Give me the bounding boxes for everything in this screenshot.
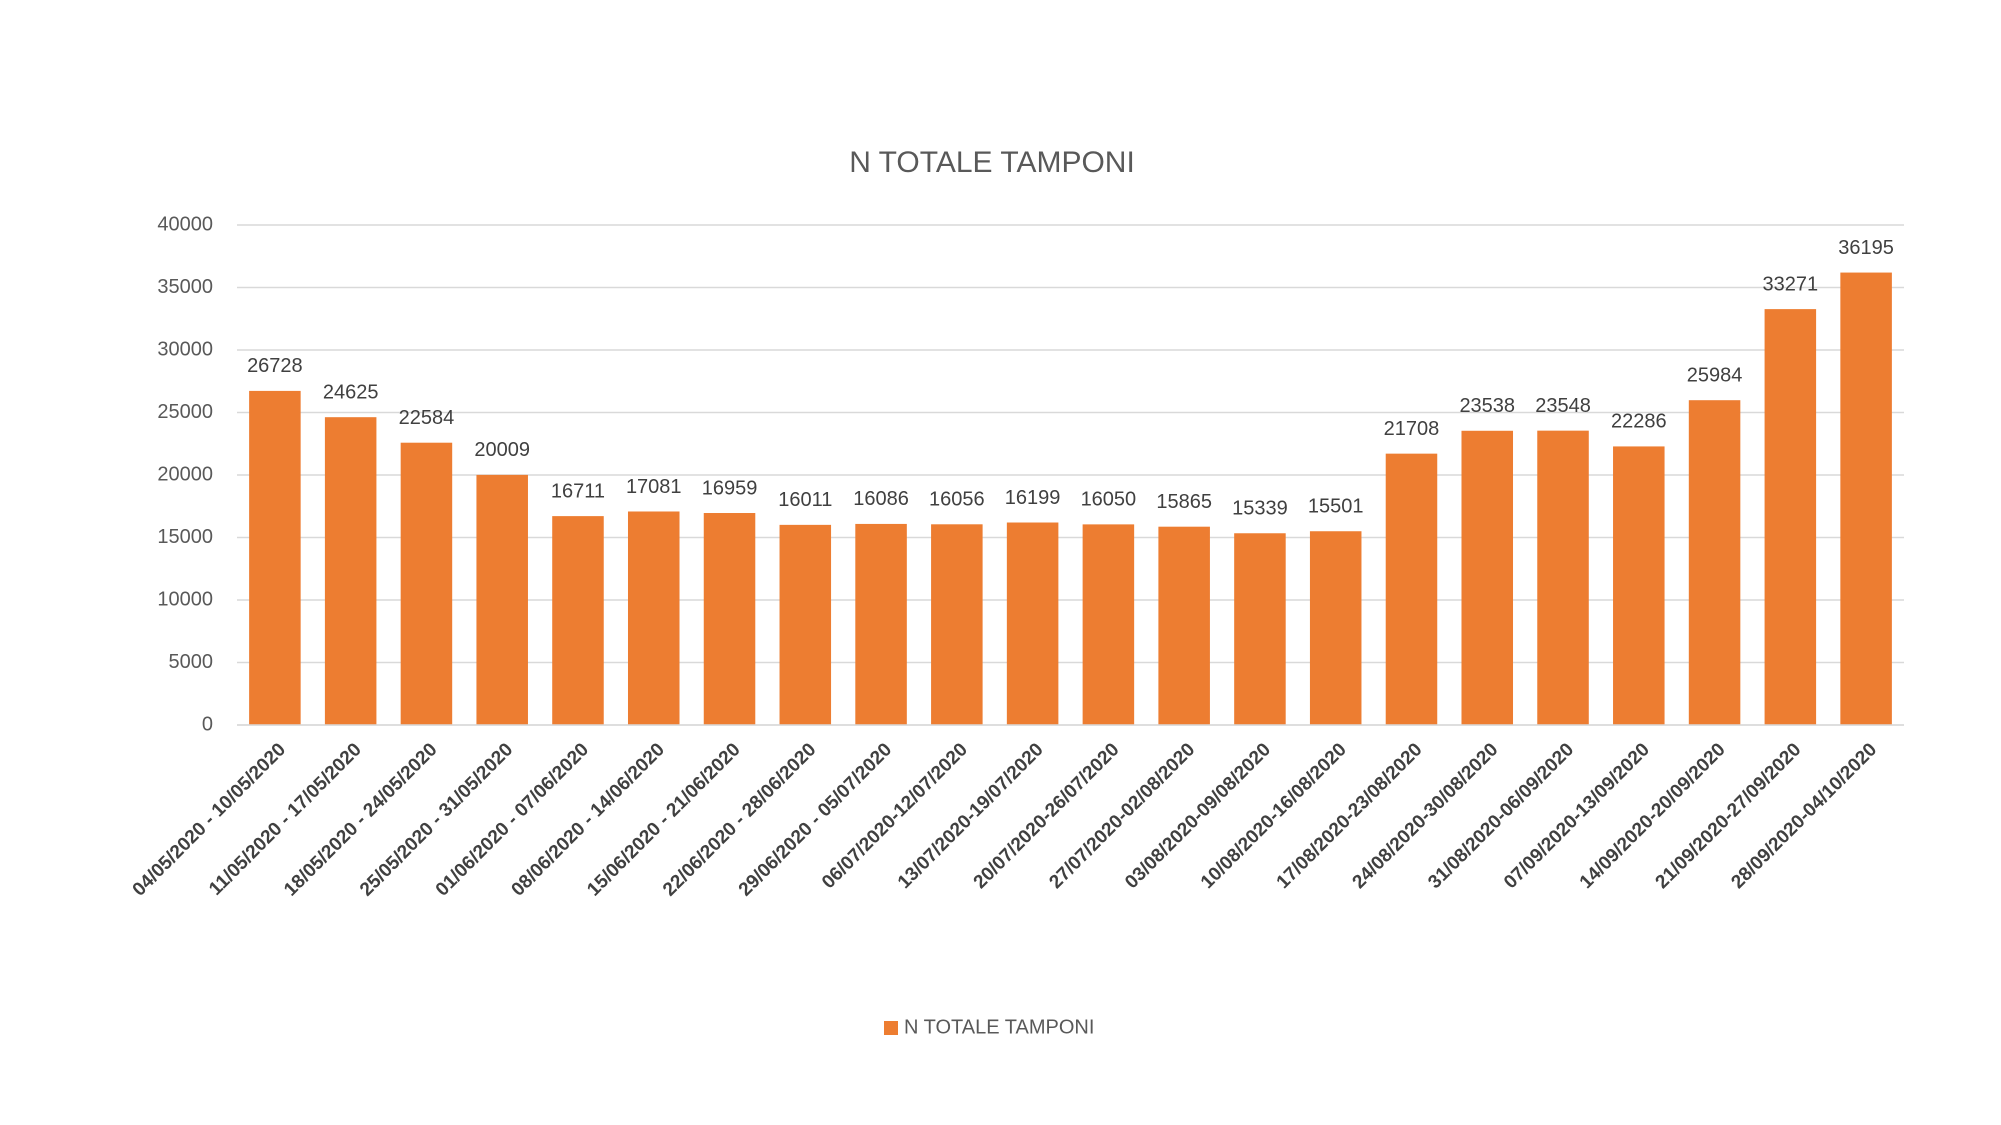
x-tick-label: 15/06/2020 - 21/06/2020	[583, 739, 744, 900]
x-tick-label: 29/06/2020 - 05/07/2020	[735, 739, 896, 900]
data-label: 16199	[1005, 487, 1061, 509]
x-tick-label: 01/06/2020 - 07/06/2020	[432, 739, 593, 900]
y-tick-label: 35000	[157, 276, 213, 298]
bar	[1461, 430, 1514, 725]
y-tick-label: 25000	[157, 401, 213, 423]
data-label: 17081	[626, 476, 682, 498]
data-label: 33271	[1763, 273, 1819, 295]
bar	[1840, 272, 1892, 725]
y-tick-label: 20000	[157, 463, 213, 485]
data-label: 23548	[1535, 395, 1591, 417]
bar	[931, 524, 983, 725]
y-tick-label: 10000	[157, 588, 213, 610]
x-tick-label: 18/05/2020 - 24/05/2020	[280, 739, 441, 900]
legend-label: N TOTALE TAMPONI	[904, 1016, 1094, 1038]
data-label: 22584	[399, 407, 455, 429]
bar	[779, 524, 832, 725]
data-label: 16086	[853, 488, 909, 510]
x-tick-label: 04/05/2020 - 10/05/2020	[129, 739, 290, 900]
bar	[1613, 446, 1665, 725]
bar	[1006, 522, 1059, 725]
x-tick-label: 08/06/2020 - 14/06/2020	[508, 739, 669, 900]
x-tick-label: 11/05/2020 - 17/05/2020	[205, 739, 366, 900]
data-label: 16959	[702, 477, 758, 499]
y-tick-label: 30000	[157, 338, 213, 360]
data-label: 20009	[474, 439, 530, 461]
data-label: 15865	[1156, 491, 1212, 513]
data-label: 16011	[778, 489, 832, 511]
x-tick-label: 24/08/2020-30/08/2020	[1349, 739, 1503, 893]
data-label: 26728	[247, 355, 303, 377]
x-tick-label: 27/07/2020-02/08/2020	[1045, 739, 1199, 893]
bar	[476, 474, 528, 725]
bar	[1764, 309, 1817, 725]
bar	[249, 390, 301, 725]
bar	[1385, 453, 1438, 725]
x-tick-label: 28/09/2020-04/10/2020	[1727, 739, 1881, 893]
x-tick-label: 25/05/2020 - 31/05/2020	[356, 739, 517, 900]
bar	[324, 417, 377, 725]
bar	[1082, 524, 1135, 725]
data-label: 21708	[1384, 418, 1440, 440]
bar	[1234, 533, 1286, 725]
data-label: 23538	[1459, 395, 1515, 417]
bar	[627, 511, 680, 725]
data-label: 16050	[1081, 489, 1137, 511]
x-tick-label: 31/08/2020-06/09/2020	[1424, 739, 1578, 893]
bar	[855, 523, 907, 725]
x-tick-label: 22/06/2020 - 28/06/2020	[659, 739, 820, 900]
x-tick-label: 13/07/2020-19/07/2020	[894, 739, 1048, 893]
bar	[400, 442, 453, 725]
data-label: 16711	[551, 480, 605, 502]
chart-title: N TOTALE TAMPONI	[849, 146, 1135, 179]
bar	[1158, 526, 1210, 725]
bar	[552, 516, 604, 725]
x-tick-label: 06/07/2020-12/07/2020	[818, 739, 972, 893]
data-label: 22286	[1611, 411, 1667, 433]
x-tick-label: 07/09/2020-13/09/2020	[1500, 739, 1654, 893]
bar	[1688, 400, 1741, 725]
y-tick-label: 5000	[169, 651, 214, 673]
x-tick-label: 14/09/2020-20/09/2020	[1576, 739, 1730, 893]
x-tick-label: 17/08/2020-23/08/2020	[1273, 739, 1427, 893]
data-label: 15339	[1232, 498, 1288, 520]
x-tick-label: 20/07/2020-26/07/2020	[970, 739, 1124, 893]
y-tick-label: 0	[202, 713, 213, 735]
x-tick-label: 03/08/2020-09/08/2020	[1121, 739, 1275, 893]
data-label: 36195	[1838, 237, 1894, 259]
x-tick-label: 21/09/2020-27/09/2020	[1652, 739, 1806, 893]
bar	[703, 513, 756, 725]
data-label: 24625	[323, 381, 379, 403]
data-label: 25984	[1687, 364, 1743, 386]
data-label: 16056	[929, 489, 985, 511]
bar	[1309, 531, 1362, 725]
bar	[1537, 430, 1589, 725]
x-tick-label: 10/08/2020-16/08/2020	[1197, 739, 1351, 893]
y-tick-label: 15000	[157, 526, 213, 548]
legend-swatch	[884, 1021, 898, 1035]
y-tick-label: 40000	[157, 213, 213, 235]
data-label: 15501	[1308, 496, 1364, 518]
